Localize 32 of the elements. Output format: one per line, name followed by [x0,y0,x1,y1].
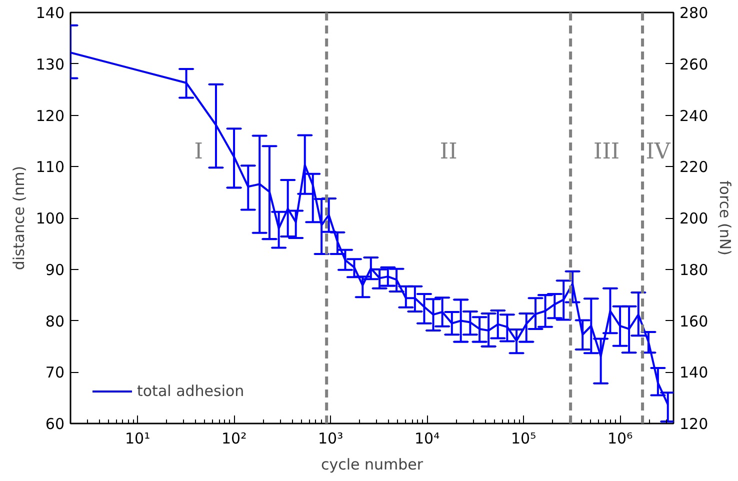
x-tick-label: 10² [221,430,247,448]
annotation: III [594,140,620,165]
y2-tick-label: 280 [680,4,708,22]
x-tick-label: 10⁵ [510,430,536,448]
x-axis-title: cycle number [320,456,424,474]
annotation: II [440,140,458,165]
y-tick-label: 90 [45,260,65,279]
y-tick-label: 80 [45,312,65,330]
y-tick-label: 100 [36,210,65,228]
y2-tick-label: 120 [680,415,708,433]
x-tick-label: 10⁴ [414,430,440,448]
y-tick-label: 70 [45,364,65,382]
y2-tick-label: 260 [680,55,708,74]
annotation: I [194,140,203,165]
y-tick-label: 130 [36,55,65,74]
legend-label: total adhesion [137,382,244,400]
y2-tick-label: 180 [680,260,708,279]
y-tick-label: 140 [36,4,65,22]
x-tick-label: 10³ [318,430,344,448]
y-axis-title: distance (nm) [10,166,28,270]
y-tick-label: 120 [36,106,65,125]
y-tick-label: 110 [36,158,65,176]
x-tick-label: 10¹ [124,430,150,448]
y2-tick-label: 240 [680,106,708,125]
y2-tick-label: 220 [680,158,708,176]
y-tick-label: 60 [45,415,65,433]
y2-tick-label: 200 [680,210,708,228]
y2-tick-label: 160 [680,312,708,330]
y2-axis-title: force (nN) [716,180,734,256]
y2-tick-label: 140 [680,364,708,382]
annotation: IV [646,140,672,165]
x-tick-label: 10⁶ [608,430,633,448]
